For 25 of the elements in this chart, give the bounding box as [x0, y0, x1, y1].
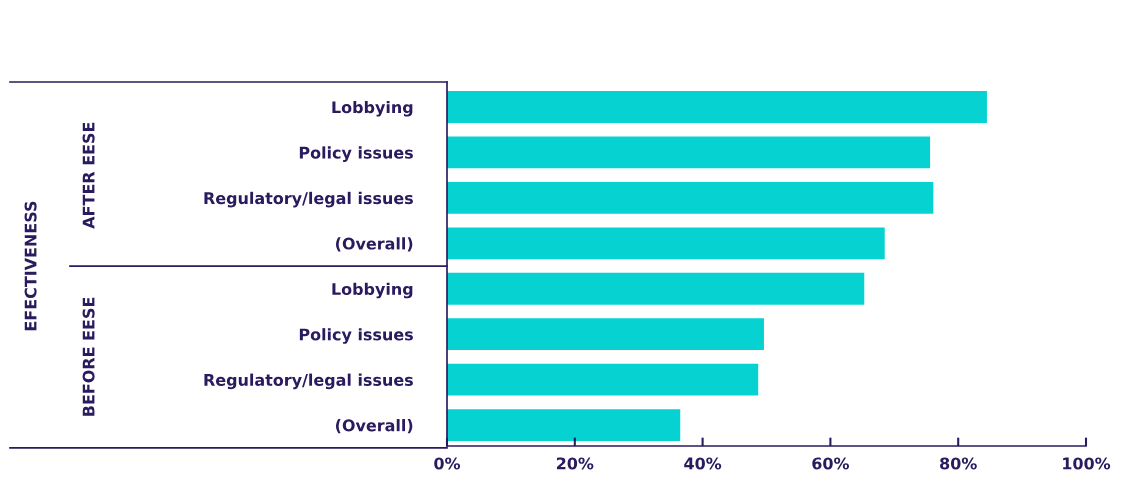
x-tick-label: 20% [556, 457, 594, 470]
x-tick-label: 40% [684, 457, 722, 470]
bar [447, 227, 885, 260]
text: EFECTIVENESS [24, 201, 37, 331]
y-tick-label: Policy issues [299, 146, 413, 162]
y-tick-label: (Overall) [336, 419, 413, 434]
bar [447, 181, 934, 214]
x-tick-label: 80% [940, 457, 977, 470]
y-tick-label: Lobbying [332, 100, 413, 117]
text: AFTER EESE [82, 122, 95, 229]
bar [447, 91, 987, 123]
y-tick-label: Lobbying [332, 282, 413, 299]
text: BEFORE EESE [82, 297, 95, 416]
y-tick-label: (Overall) [336, 237, 413, 252]
bar [447, 409, 681, 441]
x-tick-label: 100% [1063, 457, 1111, 470]
y-tick-label: Regulatory/legal issues [204, 373, 413, 390]
bar [447, 363, 759, 396]
y-tick-label: Regulatory/legal issues [204, 191, 413, 208]
y-tick-label: Policy issues [299, 328, 413, 344]
bar [447, 272, 865, 305]
x-tick-label: 60% [812, 457, 850, 470]
x-tick-label: 0% [434, 457, 461, 470]
bar [447, 318, 764, 351]
bar [447, 136, 931, 169]
